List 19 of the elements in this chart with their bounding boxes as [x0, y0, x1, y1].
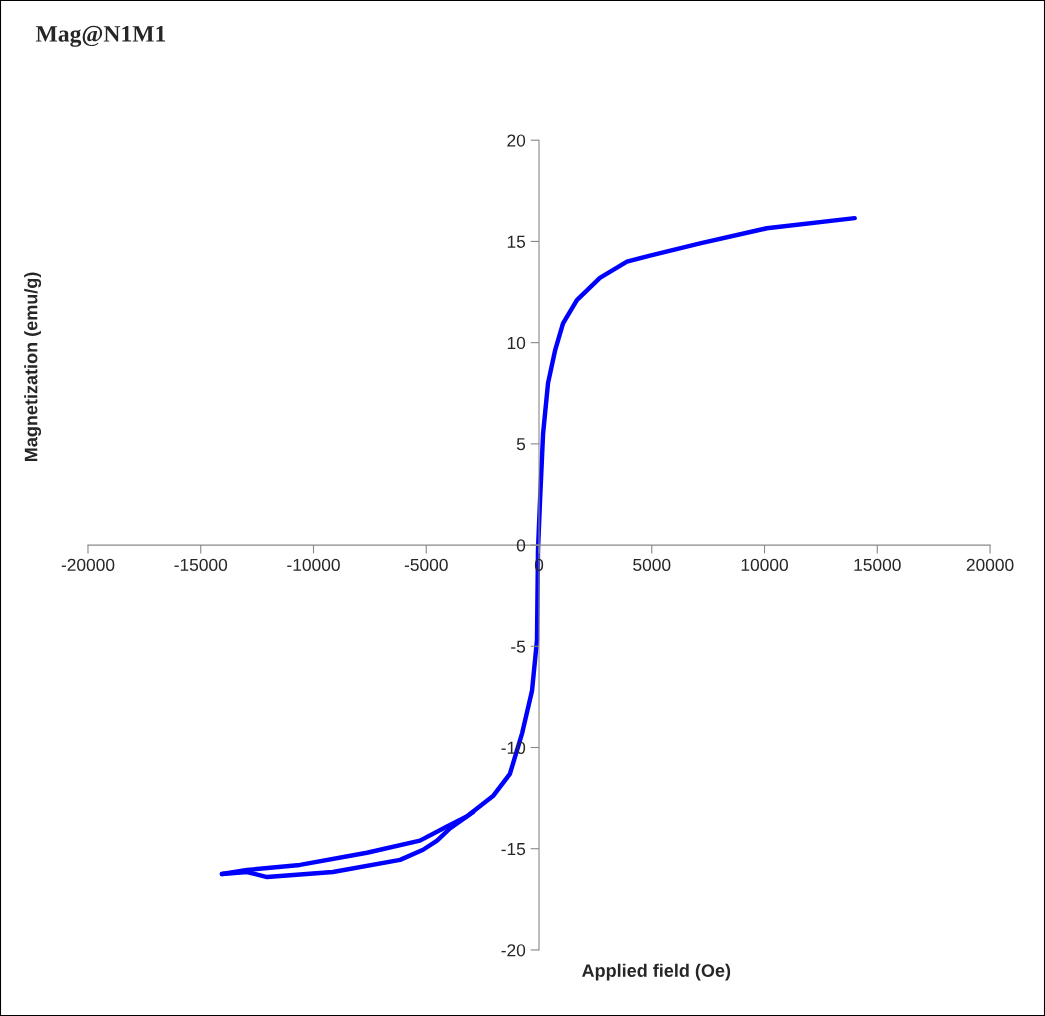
- x-axis-title: Applied field (Oe): [582, 963, 731, 981]
- y-tick-label: -15: [501, 843, 526, 856]
- y-tick-label: 5: [516, 438, 526, 451]
- x-tick-label: 15000: [854, 558, 901, 572]
- y-tick-label: 15: [507, 235, 526, 248]
- chart-title: Mag@N1M1: [35, 25, 166, 47]
- y-tick-label: 0: [516, 539, 526, 552]
- x-tick-label: 20000: [966, 558, 1014, 572]
- y-tick-label: -20: [501, 944, 526, 957]
- x-tick-label: -15000: [174, 558, 228, 572]
- x-tick-label: 5000: [633, 558, 671, 572]
- x-tick-label: -5000: [404, 558, 448, 572]
- x-tick-label: -20000: [61, 558, 115, 572]
- x-tick-label: -10000: [287, 558, 340, 572]
- y-tick-label: -5: [511, 640, 526, 653]
- y-axis-title: Magnetization (emu/g): [24, 272, 42, 462]
- y-tick-label: 20: [507, 134, 526, 147]
- y-tick-label: 10: [507, 336, 526, 350]
- x-tick-label: 10000: [741, 558, 788, 572]
